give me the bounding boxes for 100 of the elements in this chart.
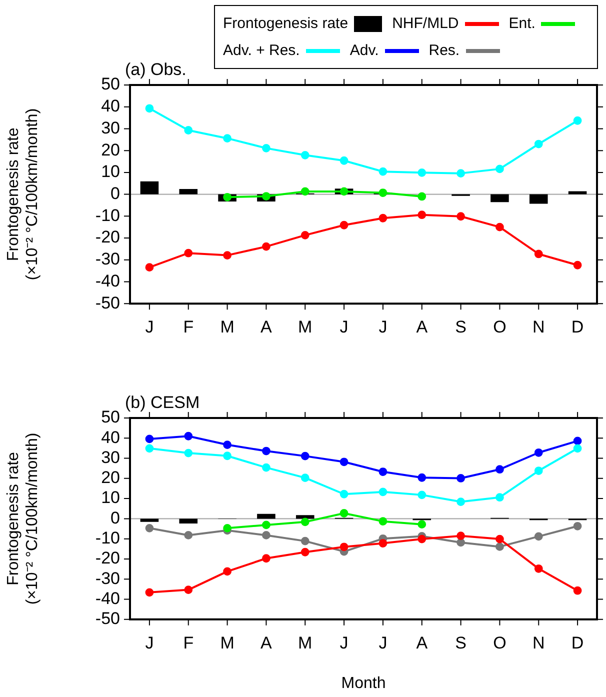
point [340,220,348,230]
x-axis-title: Month [341,674,386,692]
x-tick-label: J [340,633,348,652]
bar [140,181,159,194]
legend-label: Res. [428,42,460,59]
point [496,164,504,174]
point [223,452,232,460]
x-tick-label: S [455,317,466,336]
point [496,493,504,502]
legend-label: Adv. [350,42,379,59]
y-tick-label: 50 [101,74,120,94]
point [534,466,543,475]
point [456,538,465,547]
point [573,436,582,446]
y-tick-label: -40 [95,588,120,608]
bar [179,189,198,194]
x-tick-label: M [298,317,312,336]
point [340,490,348,498]
x-tick-label: S [455,633,466,652]
y-tick-label: 20 [101,468,120,488]
x-tick-label: F [183,633,194,652]
chart-title: (b) CESM [125,393,200,412]
y-axis-title: Frontogenesis rate (×10⁻² °C/100km/month) [5,108,42,280]
point [378,214,388,222]
point [184,248,193,258]
point [300,187,310,196]
point [300,452,310,460]
point [262,446,270,456]
point [300,150,310,160]
point [300,474,310,482]
y-tick-label: -40 [95,271,120,290]
point [534,250,543,258]
point [223,567,232,576]
legend-label: Ent. [508,15,536,32]
y-tick-label: 40 [101,96,120,116]
point [534,140,543,148]
point [418,473,426,482]
point [573,444,582,453]
point [184,448,193,458]
x-tick-label: F [183,317,194,336]
x-tick-label: J [145,317,154,336]
point [573,260,582,270]
y-tick-label: 20 [101,140,120,160]
x-tick-label: A [260,633,273,652]
point [378,188,388,197]
point [534,448,543,457]
x-tick-label: J [378,633,388,652]
y-axis-title: Frontogenesis rate (×10⁻² °C/100km/month) [5,432,42,605]
point [340,187,348,196]
y-tick-label: -30 [95,568,120,588]
y-tick-label: 30 [101,448,120,467]
x-tick-label: J [378,317,388,336]
point [340,509,348,518]
x-tick-label: M [220,633,234,652]
point [145,524,154,532]
point [184,432,193,440]
y-tick-label: -20 [95,228,120,247]
point [262,554,270,563]
point [418,534,426,544]
point [534,564,543,573]
point [223,251,232,260]
point [456,532,465,540]
point [378,468,388,476]
point [496,222,504,232]
x-tick-label: A [416,633,428,652]
point [184,531,193,540]
point [573,586,582,595]
point [340,542,348,552]
y-tick-label: -10 [95,528,120,548]
point [184,586,193,594]
point [262,192,270,200]
y-tick-label: 10 [101,488,120,508]
point [340,458,348,466]
point [300,548,310,556]
x-tick-label: D [571,317,584,336]
point [378,167,388,176]
point [378,488,388,496]
point [418,210,426,220]
legend-label: NHF/MLD [392,15,459,32]
point [145,434,154,444]
point [456,474,465,482]
point [496,465,504,474]
point [496,534,504,544]
point [145,104,154,113]
x-tick-label: D [571,633,584,652]
y-tick-label: 40 [101,428,120,447]
x-tick-label: A [416,317,428,336]
point [223,524,232,532]
point [145,263,154,272]
point [300,230,310,240]
point [223,134,232,143]
point [573,522,582,530]
point [378,539,388,548]
x-tick-label: O [493,633,506,652]
y-tick-label: 0 [110,508,120,528]
point [573,116,582,125]
legend-label: Frontogenesis rate [223,15,348,32]
point [456,212,465,221]
bar [568,191,587,194]
y-tick-label: -30 [95,250,120,269]
